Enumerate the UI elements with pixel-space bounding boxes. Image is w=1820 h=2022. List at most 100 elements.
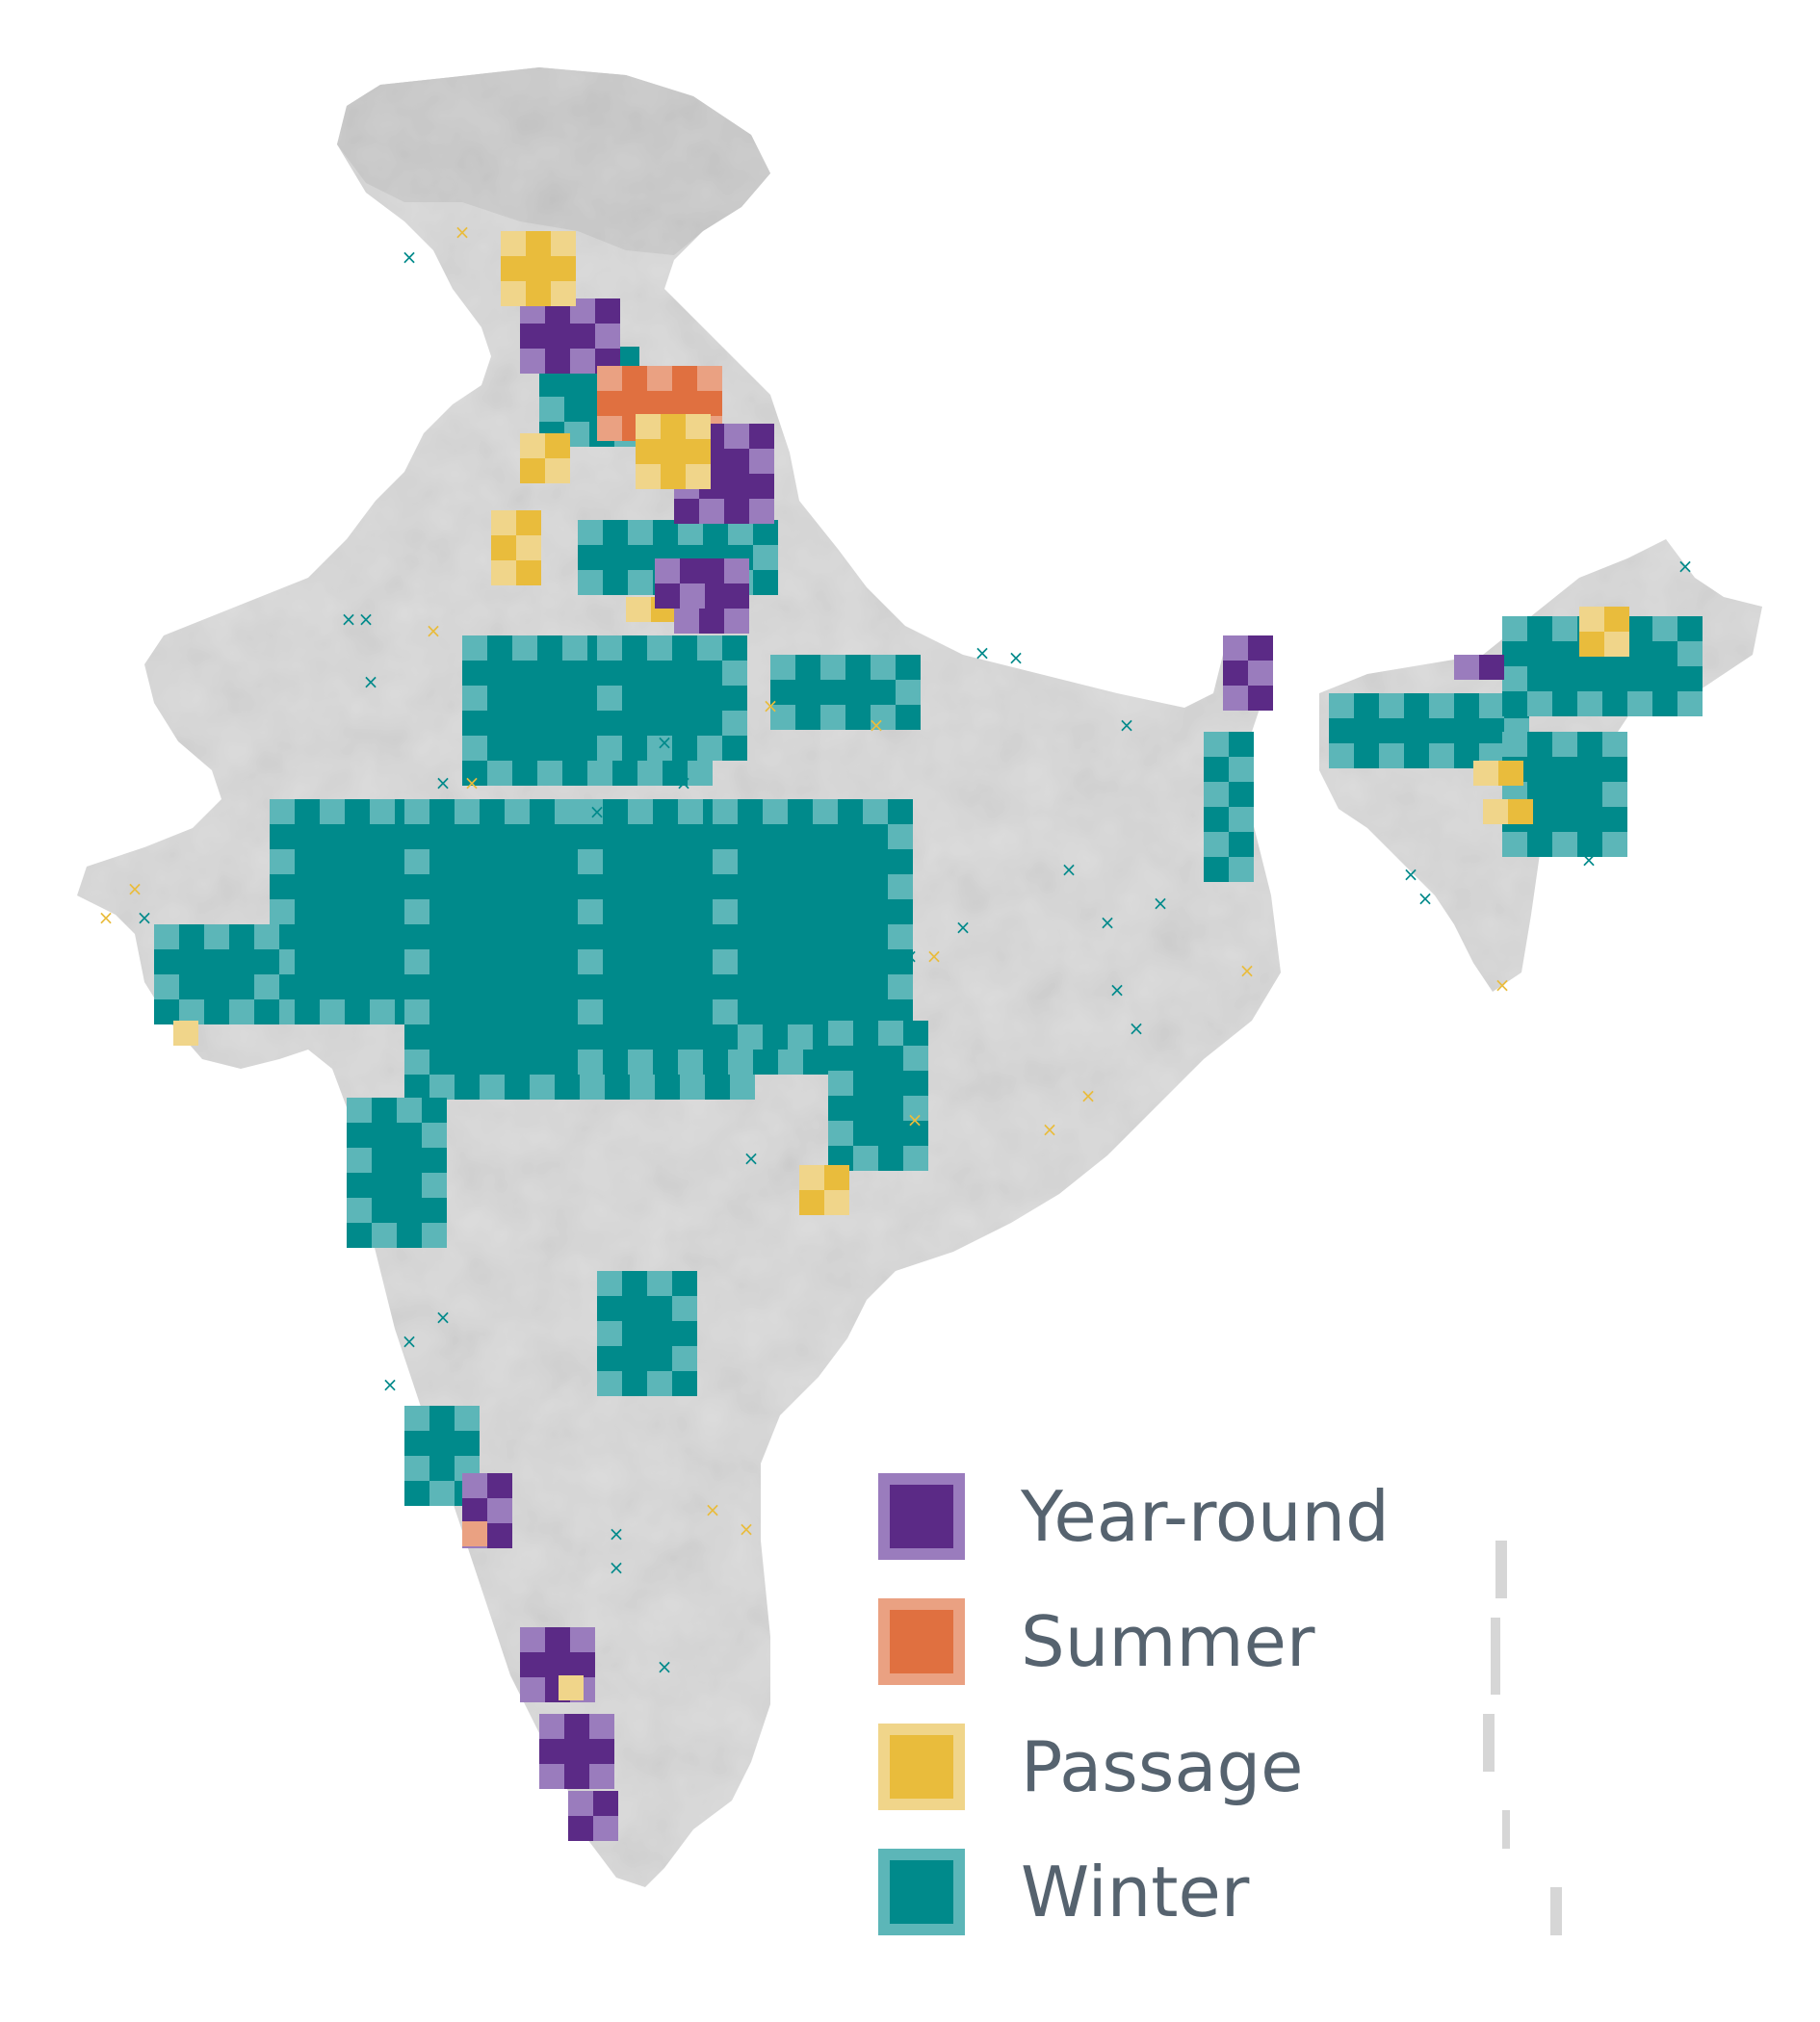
grid-cell-winter xyxy=(254,949,279,974)
grid-cell-winter xyxy=(713,799,738,824)
grid-cell-passage xyxy=(661,464,686,489)
grid-cell-winter xyxy=(763,1024,788,1050)
grid-cell-winter xyxy=(1552,782,1577,807)
grid-cell-winter xyxy=(372,1123,397,1148)
grid-cell-year-round xyxy=(655,558,680,583)
legend-item-year-round: Year-round xyxy=(878,1454,1572,1579)
grid-cell-winter xyxy=(838,974,863,999)
grid-cell-winter xyxy=(738,999,763,1024)
grid-cell-year-round xyxy=(593,1816,618,1841)
grid-cell-winter xyxy=(295,899,320,924)
grid-cell-year-round xyxy=(749,424,774,449)
grid-cell-winter xyxy=(788,999,813,1024)
grid-cell-winter xyxy=(537,761,562,786)
grid-cell-winter xyxy=(537,686,562,711)
grid-cell-winter xyxy=(647,1346,672,1371)
grid-cell-winter xyxy=(578,874,603,899)
occurrence-mark-winter: × xyxy=(1100,911,1116,934)
grid-cell-winter xyxy=(763,949,788,974)
grid-cell-winter xyxy=(672,1371,697,1396)
grid-cell-year-round xyxy=(1248,661,1273,686)
grid-cell-winter xyxy=(1502,666,1527,691)
grid-cell-winter xyxy=(763,899,788,924)
grid-cell-winter xyxy=(347,1223,372,1248)
grid-cell-year-round xyxy=(749,449,774,474)
grid-cell-winter xyxy=(295,949,320,974)
grid-cell-winter xyxy=(1527,732,1552,757)
grid-cell-winter xyxy=(1552,832,1577,857)
grid-cell-winter xyxy=(370,849,395,874)
grid-cell-winter xyxy=(713,849,738,874)
grid-cell-winter xyxy=(429,1431,455,1456)
grid-cell-winter xyxy=(179,999,204,1024)
grid-cell-winter xyxy=(345,974,370,999)
grid-cell-winter xyxy=(1577,782,1602,807)
grid-cell-winter xyxy=(154,924,179,949)
grid-cell-winter xyxy=(647,1271,672,1296)
grid-cell-winter xyxy=(462,761,487,786)
grid-cell-winter xyxy=(637,761,663,786)
grid-cell-winter xyxy=(347,1198,372,1223)
grid-cell-winter xyxy=(429,1050,455,1075)
occurrence-mark-passage: × xyxy=(926,945,943,968)
grid-cell-winter xyxy=(370,899,395,924)
grid-cell-passage xyxy=(824,1165,849,1190)
grid-cell-winter xyxy=(1677,691,1703,716)
grid-cell-winter xyxy=(462,686,487,711)
grid-cell-winter xyxy=(713,1024,738,1050)
occurrence-mark-winter: × xyxy=(1581,848,1598,871)
grid-cell-winter xyxy=(530,899,555,924)
grid-cell-year-round xyxy=(487,1523,512,1548)
grid-cell-winter xyxy=(630,1075,655,1100)
grid-cell-year-round xyxy=(674,499,699,524)
grid-cell-winter xyxy=(853,1046,878,1071)
grid-cell-winter xyxy=(404,1050,429,1075)
grid-cell-winter xyxy=(697,736,722,761)
grid-cell-winter xyxy=(505,874,530,899)
occurrence-mark-winter: × xyxy=(657,731,673,754)
grid-cell-year-round xyxy=(520,324,545,349)
grid-cell-winter xyxy=(537,736,562,761)
grid-cell-winter xyxy=(697,686,722,711)
grid-cell-winter xyxy=(320,924,345,949)
grid-cell-winter xyxy=(838,824,863,849)
grid-cell-passage xyxy=(824,1190,849,1215)
grid-cell-winter xyxy=(578,999,603,1024)
grid-cell-winter xyxy=(1502,691,1527,716)
grid-cell-winter xyxy=(1602,832,1627,857)
grid-cell-winter xyxy=(597,686,622,711)
grid-cell-winter xyxy=(1204,832,1229,857)
grid-cell-year-round xyxy=(545,1652,570,1677)
grid-cell-winter xyxy=(404,799,429,824)
grid-cell-winter xyxy=(530,949,555,974)
grid-cell-winter xyxy=(753,545,778,570)
grid-cell-winter xyxy=(480,949,505,974)
grid-cell-winter xyxy=(1527,832,1552,857)
grid-cell-winter xyxy=(1652,641,1677,666)
grid-cell-winter xyxy=(429,824,455,849)
grid-cell-winter xyxy=(820,705,845,730)
grid-cell-summer xyxy=(597,416,622,441)
grid-cell-winter xyxy=(455,1431,480,1456)
grid-cell-winter xyxy=(738,899,763,924)
grid-cell-winter xyxy=(404,1024,429,1050)
grid-cell-winter xyxy=(763,824,788,849)
grid-cell-winter xyxy=(530,1075,555,1100)
grid-cell-winter xyxy=(703,1050,728,1075)
occurrence-mark-passage: × xyxy=(763,694,779,717)
grid-cell-winter xyxy=(1229,732,1254,757)
grid-cell-winter xyxy=(537,711,562,736)
occurrence-mark-passage: × xyxy=(907,1108,923,1131)
grid-cell-winter xyxy=(628,974,653,999)
grid-cell-winter xyxy=(738,974,763,999)
legend-label: Winter xyxy=(1021,1852,1250,1932)
grid-cell-winter xyxy=(1552,641,1577,666)
grid-cell-winter xyxy=(647,686,672,711)
grid-cell-winter xyxy=(254,999,279,1024)
grid-cell-winter xyxy=(422,1123,447,1148)
grid-cell-winter xyxy=(1329,693,1354,718)
grid-cell-winter xyxy=(347,1123,372,1148)
legend-swatch-passage xyxy=(878,1724,965,1810)
grid-cell-winter xyxy=(838,849,863,874)
grid-cell-passage xyxy=(686,439,711,464)
